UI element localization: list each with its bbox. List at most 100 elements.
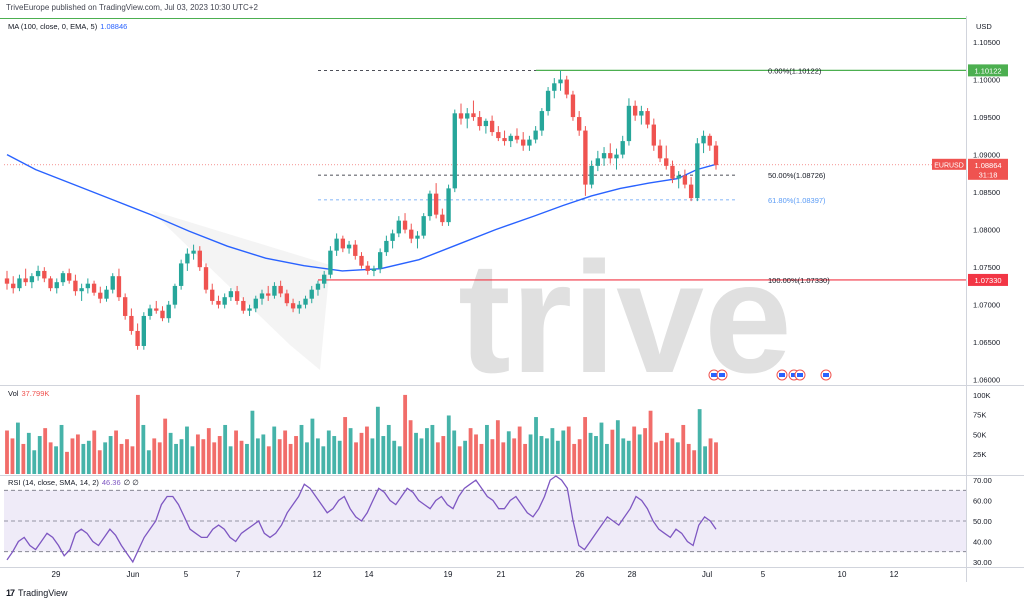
- candle-body: [595, 158, 601, 166]
- candle-body: [440, 214, 445, 223]
- candle-body: [508, 135, 513, 142]
- candle-body: [85, 283, 91, 289]
- volume-bar: [545, 438, 549, 474]
- volume-bar: [146, 450, 151, 474]
- volume-bar: [272, 426, 277, 474]
- candle-body: [589, 165, 594, 185]
- candle-body: [489, 120, 495, 133]
- ma-legend[interactable]: MA (100, close, 0, EMA, 5) 1.08846: [8, 22, 127, 31]
- rsi-pane: [4, 475, 966, 564]
- price-tick-label: 1.08000: [973, 226, 1000, 235]
- candle-body: [427, 193, 433, 217]
- volume-bar: [441, 436, 446, 474]
- volume-bar: [561, 430, 566, 474]
- volume-bar: [381, 436, 386, 474]
- volume-bar: [452, 430, 457, 474]
- candle-body: [98, 292, 103, 299]
- volume-bar: [245, 443, 249, 474]
- candle-body: [384, 240, 389, 253]
- trive-watermark: trive: [150, 210, 792, 406]
- price-tick-label: 1.09000: [973, 151, 1000, 160]
- candle-body: [185, 253, 190, 264]
- fib-tag-bg-0: [968, 64, 1008, 77]
- volume-bar: [506, 431, 511, 474]
- time-tick-label: 12: [313, 570, 322, 579]
- volume-bar: [130, 446, 135, 474]
- tradingview-footer[interactable]: 17 TradingView: [6, 588, 68, 598]
- rsi-legend[interactable]: RSI (14, close, SMA, 14, 2) 46.36 ∅ ∅: [8, 478, 139, 487]
- us-flag-icon-stripe: [823, 373, 829, 377]
- candle-body: [42, 270, 47, 279]
- candle-body: [359, 255, 364, 266]
- candle-body: [222, 297, 227, 305]
- price-axis: USD 1.10500 1.10000 1.09500 1.09000 1.08500 1.…: [932, 22, 1008, 567]
- candle-body: [234, 291, 240, 301]
- volume-bar: [654, 442, 658, 474]
- ma-line: [6, 153, 717, 272]
- candle-body: [409, 229, 414, 239]
- candle-body: [197, 250, 202, 268]
- candle-body: [116, 276, 122, 298]
- volume-bar: [97, 450, 102, 474]
- volume-bar: [10, 438, 15, 474]
- time-axis: 29 Jun 5 7 12 14 19 21 26 28 Jul 5 10 12: [52, 570, 899, 579]
- candle-body: [160, 310, 165, 319]
- candle-body: [17, 278, 22, 289]
- price-tick-label: 1.10500: [973, 38, 1000, 47]
- price-tick-label: 1.06000: [973, 376, 1000, 385]
- candle-body: [253, 298, 258, 309]
- volume-bar: [468, 428, 473, 474]
- candle-body: [458, 113, 464, 119]
- volume-bar: [501, 442, 506, 474]
- us-flag-icon-stripe: [779, 373, 785, 377]
- candle-body: [415, 235, 420, 239]
- volume-bar: [59, 424, 64, 474]
- us-flag-icon-stripe: [797, 373, 803, 377]
- time-tick-label: 26: [576, 570, 585, 579]
- volume-bar: [135, 394, 140, 474]
- us-flag-icon-stripe: [791, 373, 797, 377]
- candle-body: [104, 289, 109, 299]
- candle-body: [23, 278, 28, 283]
- volume-bar: [119, 443, 124, 474]
- vol-legend[interactable]: Vol 37.799K: [8, 389, 49, 398]
- price-tick-label: 1.10000: [973, 76, 1000, 85]
- volume-bar: [266, 446, 271, 474]
- volume-bar: [114, 430, 118, 474]
- us-flag-icon-stripe: [719, 373, 725, 377]
- candle-body: [54, 282, 59, 289]
- volume-bar: [305, 442, 309, 474]
- volume-bar: [310, 418, 315, 474]
- candle-body: [471, 113, 476, 118]
- volume-bar: [419, 438, 424, 474]
- volume-bar: [375, 406, 380, 474]
- volume-bar: [665, 432, 669, 474]
- candle-body: [533, 130, 538, 140]
- rsi-tick-label: 40.00: [973, 537, 992, 546]
- candle-body: [346, 244, 352, 249]
- time-tick-label: 7: [236, 570, 241, 579]
- volume-bar: [583, 417, 588, 474]
- ma-legend-label: MA (100, close, 0, EMA, 5): [8, 22, 98, 31]
- candle-body: [576, 117, 582, 131]
- vol-tick-label: 25K: [973, 450, 986, 459]
- candle-body: [259, 293, 265, 299]
- candle-body: [322, 274, 327, 284]
- candle-body: [309, 289, 314, 299]
- volume-bar: [206, 428, 211, 474]
- candle-body: [266, 293, 271, 296]
- volume-bar: [65, 451, 69, 474]
- candle-body: [129, 315, 134, 331]
- candle-body: [614, 154, 619, 159]
- candle-body: [390, 233, 395, 241]
- time-tick-label: 5: [761, 570, 766, 579]
- volume-bar: [43, 428, 48, 474]
- candle-body: [545, 90, 551, 112]
- candle-body: [11, 283, 16, 289]
- tradingview-brand: TradingView: [18, 588, 68, 598]
- candle-body: [688, 184, 694, 199]
- price-tick-label: 1.07500: [973, 263, 1000, 272]
- candle-body: [135, 330, 140, 346]
- candle-body: [433, 193, 439, 215]
- time-tick-label: Jul: [702, 570, 712, 579]
